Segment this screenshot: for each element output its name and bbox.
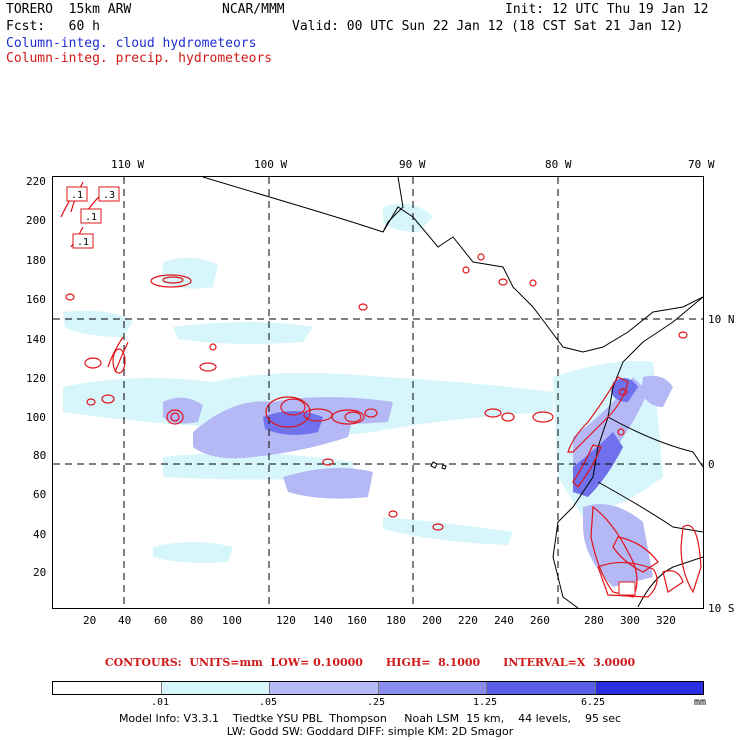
colorbar-label: .05 (258, 697, 278, 708)
colorbar-segment (270, 682, 379, 694)
lat-label-0: 0 (708, 458, 715, 471)
colorbar-segment (595, 682, 703, 694)
y-label: 180 (26, 254, 46, 267)
y-label: 160 (26, 293, 46, 306)
y-label: 40 (33, 528, 47, 541)
valid-time: Valid: 00 UTC Sun 22 Jan 12 (18 CST Sat … (292, 19, 684, 34)
colorbar-label: .01 (150, 697, 170, 708)
colorbar-segment (487, 682, 596, 694)
model-info-line2: LW: Godd SW: Goddard DIFF: simple KM: 2D… (226, 725, 514, 738)
contour-value-labels: .1 .3 .1 .1 (66, 186, 636, 596)
contour-label: .1 (85, 212, 97, 223)
y-label: 100 (26, 411, 46, 424)
x-label: 160 (347, 614, 367, 627)
lon-label-80w: 80 W (545, 158, 572, 171)
colorbar-label: 1.25 (472, 697, 498, 708)
contour-label: .1 (71, 190, 83, 201)
y-label: 200 (26, 214, 46, 227)
colorbar-segment (378, 682, 487, 694)
model-title: TORERO 15km ARW (6, 2, 132, 17)
x-label: 60 (154, 614, 168, 627)
y-label: 60 (33, 488, 47, 501)
y-label: 140 (26, 333, 46, 346)
lat-label-10n: 10 N (708, 313, 735, 326)
cloud-shading (63, 203, 663, 563)
lon-label-90w: 90 W (399, 158, 426, 171)
map-canvas: .1 .3 .1 .1 (53, 177, 703, 608)
colorbar-unit: mm (693, 697, 707, 708)
x-label: 320 (656, 614, 676, 627)
x-label: 220 (458, 614, 478, 627)
y-label: 20 (33, 566, 47, 579)
init-time: Init: 12 UTC Thu 19 Jan 12 (505, 2, 709, 17)
x-label: 100 (222, 614, 242, 627)
colorbar-label: .25 (366, 697, 386, 708)
map-panel: .1 .3 .1 .1 (52, 176, 704, 609)
org-label: NCAR/MMM (222, 2, 285, 17)
colorbar-label: 6.25 (580, 697, 606, 708)
forecast-hour: Fcst: 60 h (6, 19, 100, 34)
lat-label-10s: 10 S (708, 602, 735, 615)
y-label: 120 (26, 372, 46, 385)
contour-label: .1 (77, 237, 89, 248)
field-cloud-label: Column-integ. cloud hydrometeors (6, 36, 257, 51)
x-label: 280 (584, 614, 604, 627)
precip-contours (60, 181, 702, 598)
x-label: 260 (530, 614, 550, 627)
x-label: 20 (83, 614, 97, 627)
graticule (53, 177, 703, 608)
x-label: 120 (276, 614, 296, 627)
x-label: 180 (386, 614, 406, 627)
y-label: 220 (26, 175, 46, 188)
x-label: 300 (620, 614, 640, 627)
colorbar (52, 681, 704, 695)
x-label: 80 (190, 614, 204, 627)
coastline (202, 177, 703, 608)
x-label: 240 (494, 614, 514, 627)
contour-info: CONTOURS: UNITS=mm LOW= 0.10000 HIGH= 8.… (104, 656, 636, 669)
field-precip-label: Column-integ. precip. hydrometeors (6, 51, 273, 66)
colorbar-segment (161, 682, 270, 694)
contour-label: .3 (103, 190, 115, 201)
lon-label-100w: 100 W (254, 158, 288, 171)
x-label: 40 (118, 614, 132, 627)
x-label: 200 (422, 614, 442, 627)
lon-label-70w: 70 W (688, 158, 715, 171)
lon-label-110w: 110 W (111, 158, 145, 171)
colorbar-segment (53, 682, 162, 694)
model-info-line1: Model Info: V3.3.1 Tiedtke YSU PBL Thomp… (118, 712, 622, 725)
x-label: 140 (313, 614, 333, 627)
y-label: 80 (33, 449, 47, 462)
